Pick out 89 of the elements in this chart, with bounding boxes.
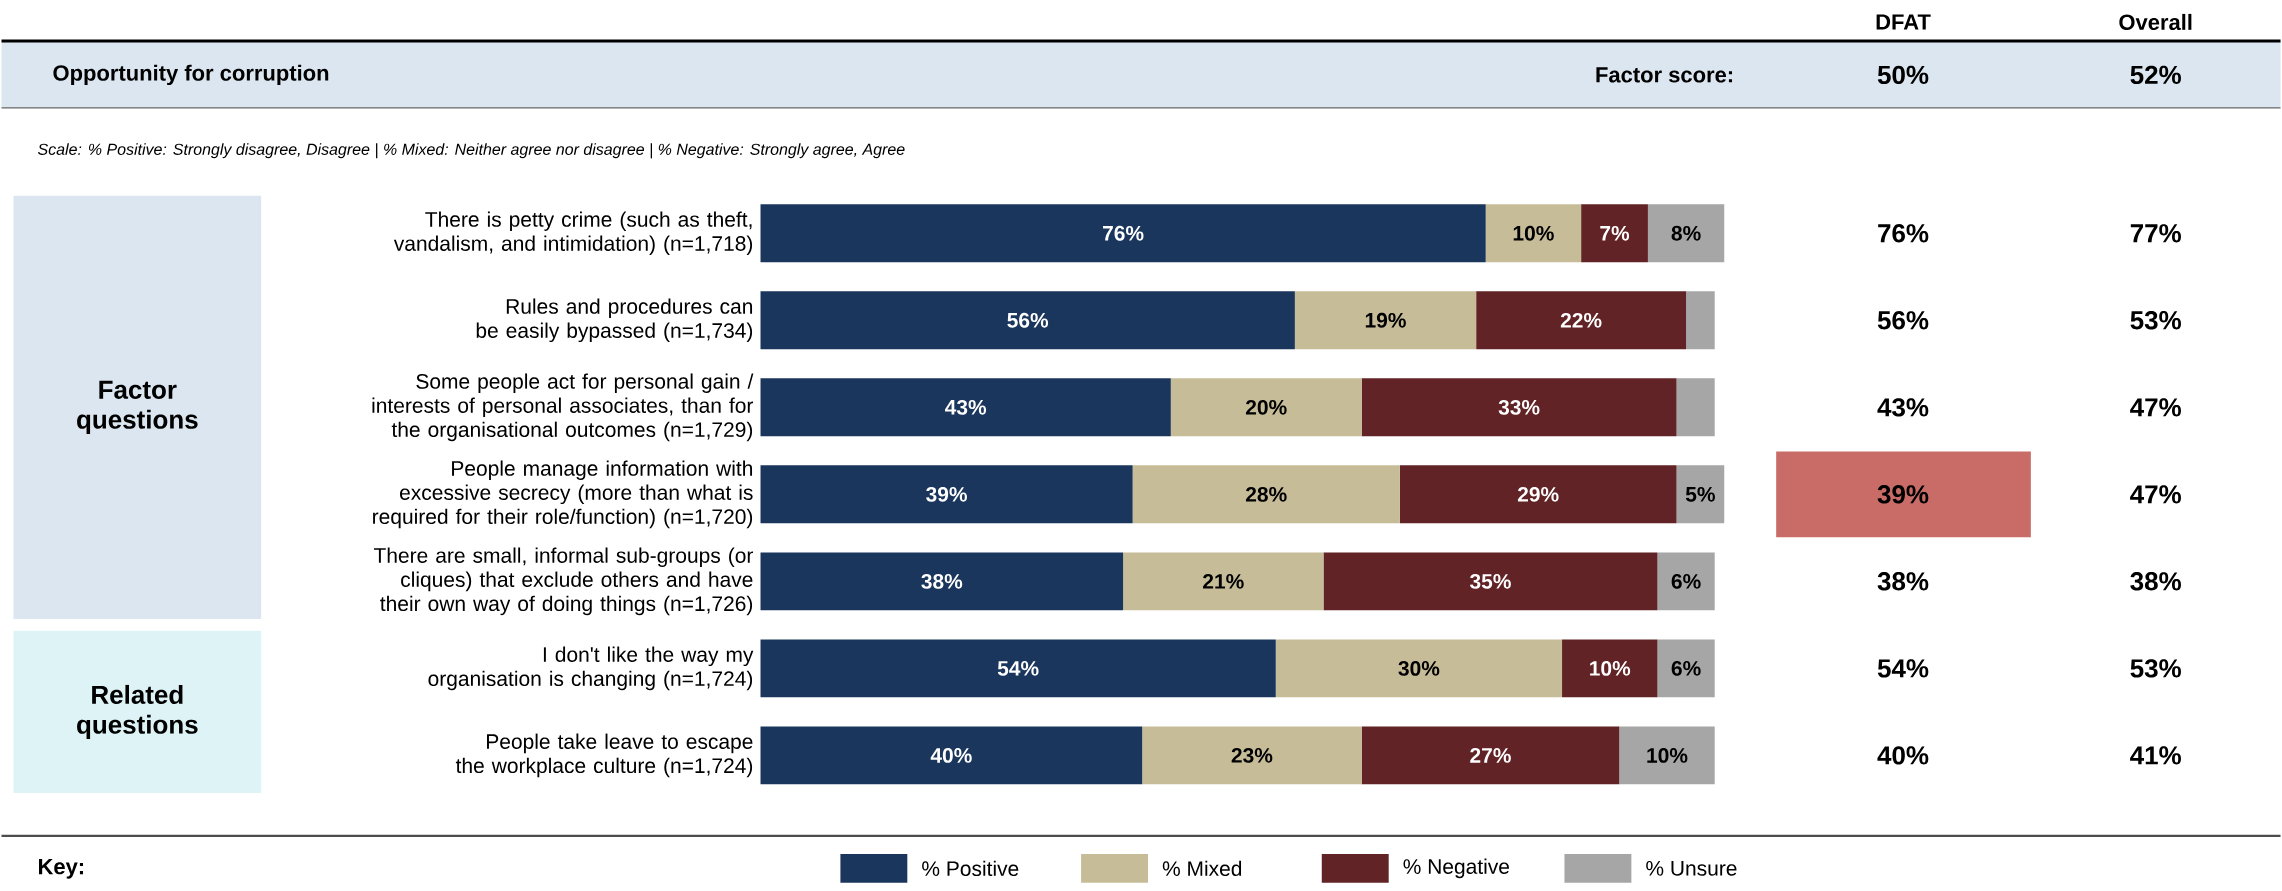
bar	[1676, 378, 1715, 437]
text: 38%	[1877, 572, 1929, 591]
data-label: 6%	[1671, 574, 1701, 589]
bar	[1657, 552, 1715, 611]
data-label: 10%	[1590, 661, 1631, 676]
data-label: 33%	[1498, 399, 1540, 415]
bar	[1485, 204, 1582, 263]
bar	[1399, 465, 1677, 524]
bar	[760, 291, 1295, 350]
bar	[760, 552, 1124, 611]
bar	[760, 726, 1143, 785]
data-label: 8%	[1671, 225, 1701, 241]
text: 56%	[1877, 311, 1929, 330]
data-label: 20%	[1245, 399, 1287, 415]
text: 77%	[2130, 224, 2181, 243]
data-label: 40%	[930, 748, 972, 763]
text: Factor score:	[1596, 67, 1733, 83]
data-label: 21%	[1203, 574, 1244, 589]
bar	[1361, 378, 1677, 437]
bar	[1361, 726, 1620, 785]
text: 47%	[2130, 398, 2181, 417]
bar	[1142, 726, 1362, 785]
y-tick-label: There are small, informal sub-groups (or cliques) that exclude others and have their own way of doing things (n=1,726)	[373, 547, 754, 616]
text: 54%	[1877, 659, 1929, 678]
text: 76%	[1878, 224, 1929, 243]
data-label: 30%	[1398, 661, 1440, 676]
data-label: 5%	[1685, 487, 1715, 502]
bar	[1170, 378, 1362, 437]
text: Factor questions	[77, 380, 198, 435]
data-label: 10%	[1647, 748, 1688, 763]
data-label: 6%	[1671, 661, 1701, 676]
bar	[1676, 465, 1725, 524]
data-label: 76%	[1103, 225, 1144, 241]
bar	[1323, 552, 1658, 611]
y-tick-label: People take leave to escape the workplace culture (n=1,724)	[455, 733, 753, 778]
text: 41%	[2130, 746, 2181, 765]
bar	[760, 378, 1171, 437]
bar	[1476, 291, 1687, 350]
text: 39%	[1877, 485, 1929, 504]
text: Overall	[2119, 14, 2192, 31]
data-label: 38%	[921, 574, 963, 589]
y-tick-label: People manage information with excessive secrecy (more than what is required for their role/function) (n=1,720)	[373, 460, 753, 529]
legend-label: % Negative	[1403, 858, 1509, 879]
bar	[1647, 204, 1725, 263]
bar	[1294, 291, 1477, 350]
text: 50%	[1877, 65, 1929, 85]
data-label: 54%	[997, 661, 1039, 676]
bar	[760, 639, 1276, 698]
text: 53%	[2130, 659, 2181, 678]
y-tick-label: Some people act for personal gain / interests of personal associates, than for the organisational outcomes (n=1,729)	[372, 373, 754, 442]
bar	[1132, 465, 1400, 524]
text: 52%	[2130, 65, 2181, 85]
bar	[1657, 639, 1715, 698]
data-label: 35%	[1469, 574, 1511, 589]
data-label: 27%	[1470, 748, 1511, 763]
text: DFAT	[1876, 14, 1931, 30]
bar	[1562, 639, 1658, 698]
text: 53%	[2130, 311, 2181, 330]
y-tick-label: I don't like the way my organisation is changing (n=1,724)	[428, 646, 754, 691]
data-label: 10%	[1513, 225, 1554, 241]
text: Scale: % Positive: Strongly disagree, Disagree | % Mixed: Neither agree nor disagree | % Negative: Strongly agree, Agree	[37, 143, 905, 159]
bar	[1581, 204, 1648, 263]
bar	[760, 465, 1133, 524]
bar	[1123, 552, 1324, 611]
text: 47%	[2130, 485, 2181, 504]
y-tick-label: There is petty crime (such as theft, vandalism, and intimidation) (n=1,718)	[393, 211, 753, 256]
legend-label: % Unsure	[1646, 861, 1737, 876]
data-label: 29%	[1517, 487, 1559, 502]
data-label: 39%	[926, 487, 967, 502]
y-tick-label: Rules and procedures can be easily bypassed (n=1,734)	[476, 298, 753, 343]
data-label: 43%	[944, 399, 987, 415]
data-label: 7%	[1600, 226, 1630, 241]
data-label: 56%	[1007, 312, 1049, 328]
data-label: 23%	[1231, 748, 1273, 763]
legend-label: % Mixed	[1162, 860, 1242, 877]
text: Related questions	[77, 685, 198, 740]
bar	[1619, 726, 1715, 785]
bar	[1275, 639, 1563, 698]
legend-title: Key:	[39, 859, 84, 879]
data-label: 19%	[1365, 312, 1406, 328]
data-label: 22%	[1560, 312, 1602, 328]
legend-label: % Positive	[922, 860, 1019, 877]
text: 40%	[1877, 746, 1929, 765]
data-label: 28%	[1245, 487, 1287, 502]
text: 38%	[2130, 572, 2181, 591]
bar	[760, 204, 1486, 263]
text: Opportunity for corruption	[53, 64, 329, 86]
text: 43%	[1877, 398, 1929, 417]
bar	[1686, 291, 1715, 350]
